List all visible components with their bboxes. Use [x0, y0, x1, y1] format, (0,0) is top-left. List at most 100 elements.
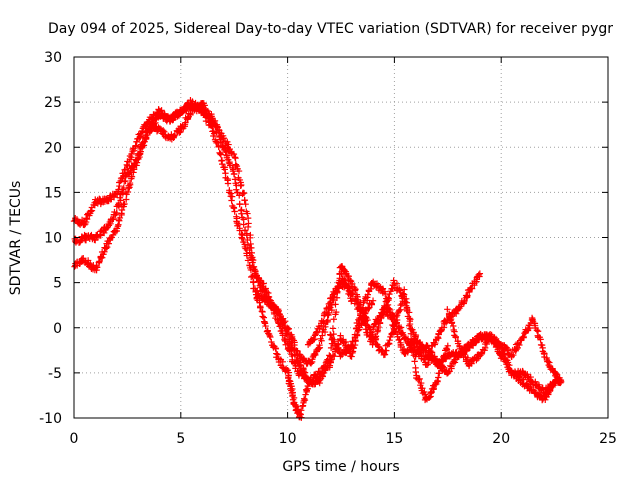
data-point — [105, 240, 112, 247]
data-point — [220, 134, 227, 142]
data-point — [546, 387, 554, 395]
data-point — [412, 368, 420, 376]
data-point — [444, 342, 451, 349]
data-point — [324, 356, 331, 363]
data-point — [247, 266, 255, 274]
data-point — [557, 378, 565, 386]
data-point — [236, 225, 243, 232]
data-point — [390, 312, 397, 319]
data-point — [126, 179, 134, 187]
data-point — [464, 354, 471, 362]
data-point — [232, 154, 239, 162]
data-point — [440, 364, 448, 371]
data-point — [235, 167, 243, 175]
data-point — [239, 235, 246, 242]
data-point — [527, 383, 534, 391]
x-tick-label: 15 — [385, 431, 403, 447]
data-point — [452, 334, 459, 341]
data-point — [248, 273, 255, 281]
data-point — [335, 345, 342, 353]
data-point — [382, 290, 389, 298]
x-axis-label: GPS time / hours — [282, 459, 399, 475]
data-point — [361, 309, 369, 317]
data-point — [142, 134, 150, 142]
data-point — [320, 369, 328, 377]
data-point — [514, 340, 522, 348]
data-point — [422, 395, 430, 402]
data-point — [256, 304, 264, 311]
data-point — [349, 280, 356, 288]
data-point — [206, 119, 213, 126]
data-point — [277, 316, 284, 324]
data-point — [326, 362, 334, 369]
data-point — [82, 236, 90, 244]
data-point — [300, 395, 308, 402]
data-point — [281, 325, 289, 333]
data-point — [439, 363, 446, 370]
data-point — [436, 362, 444, 369]
data-point — [198, 107, 206, 115]
y-tick-label: 20 — [44, 140, 62, 156]
data-point — [426, 348, 433, 356]
data-point — [416, 375, 423, 382]
data-point — [503, 359, 510, 366]
data-point — [327, 332, 334, 339]
data-point — [349, 290, 357, 298]
data-point — [405, 309, 413, 316]
data-point — [217, 150, 224, 157]
y-tick-label: 0 — [53, 321, 62, 337]
data-point — [402, 298, 409, 305]
data-point — [244, 210, 251, 217]
data-point — [430, 385, 438, 392]
y-axis-label: SDTVAR / TECUs — [8, 181, 24, 296]
gridlines — [74, 57, 608, 418]
data-point — [336, 271, 343, 278]
data-point — [236, 192, 243, 199]
y-tick-label: -5 — [48, 366, 62, 382]
data-point — [368, 300, 375, 307]
data-point — [87, 208, 94, 215]
data-point — [411, 358, 418, 365]
data-point — [260, 280, 267, 287]
data-point — [434, 378, 441, 385]
data-point — [275, 310, 282, 317]
data-point — [426, 394, 433, 401]
data-point — [236, 201, 243, 208]
data-point — [391, 313, 398, 320]
data-point — [520, 333, 527, 341]
data-point — [412, 333, 419, 341]
x-tick-label: 10 — [279, 431, 297, 447]
data-point — [528, 314, 536, 322]
data-point — [318, 337, 325, 344]
data-point — [397, 302, 404, 309]
data-point — [516, 341, 523, 349]
series-track-6 — [327, 278, 565, 397]
data-point — [249, 259, 256, 266]
data-point — [160, 128, 168, 135]
data-point — [244, 257, 252, 264]
data-point — [242, 201, 249, 208]
data-point — [92, 236, 99, 244]
data-point — [96, 258, 103, 265]
data-point — [448, 365, 455, 372]
data-point — [276, 311, 283, 318]
data-point — [284, 331, 291, 338]
data-point — [262, 322, 269, 330]
data-point — [329, 325, 337, 332]
data-point — [301, 396, 309, 404]
data-point — [204, 114, 212, 121]
data-point — [217, 151, 225, 158]
data-point — [502, 358, 510, 365]
data-point — [124, 188, 132, 196]
data-point — [268, 338, 275, 346]
data-point — [160, 112, 168, 119]
data-point — [357, 310, 364, 318]
data-point — [327, 353, 334, 360]
data-point — [544, 358, 552, 365]
data-point — [399, 290, 407, 297]
data-point — [130, 166, 138, 173]
data-point — [121, 200, 128, 208]
data-point — [239, 190, 246, 198]
data-point — [230, 166, 237, 173]
data-point — [274, 351, 281, 358]
